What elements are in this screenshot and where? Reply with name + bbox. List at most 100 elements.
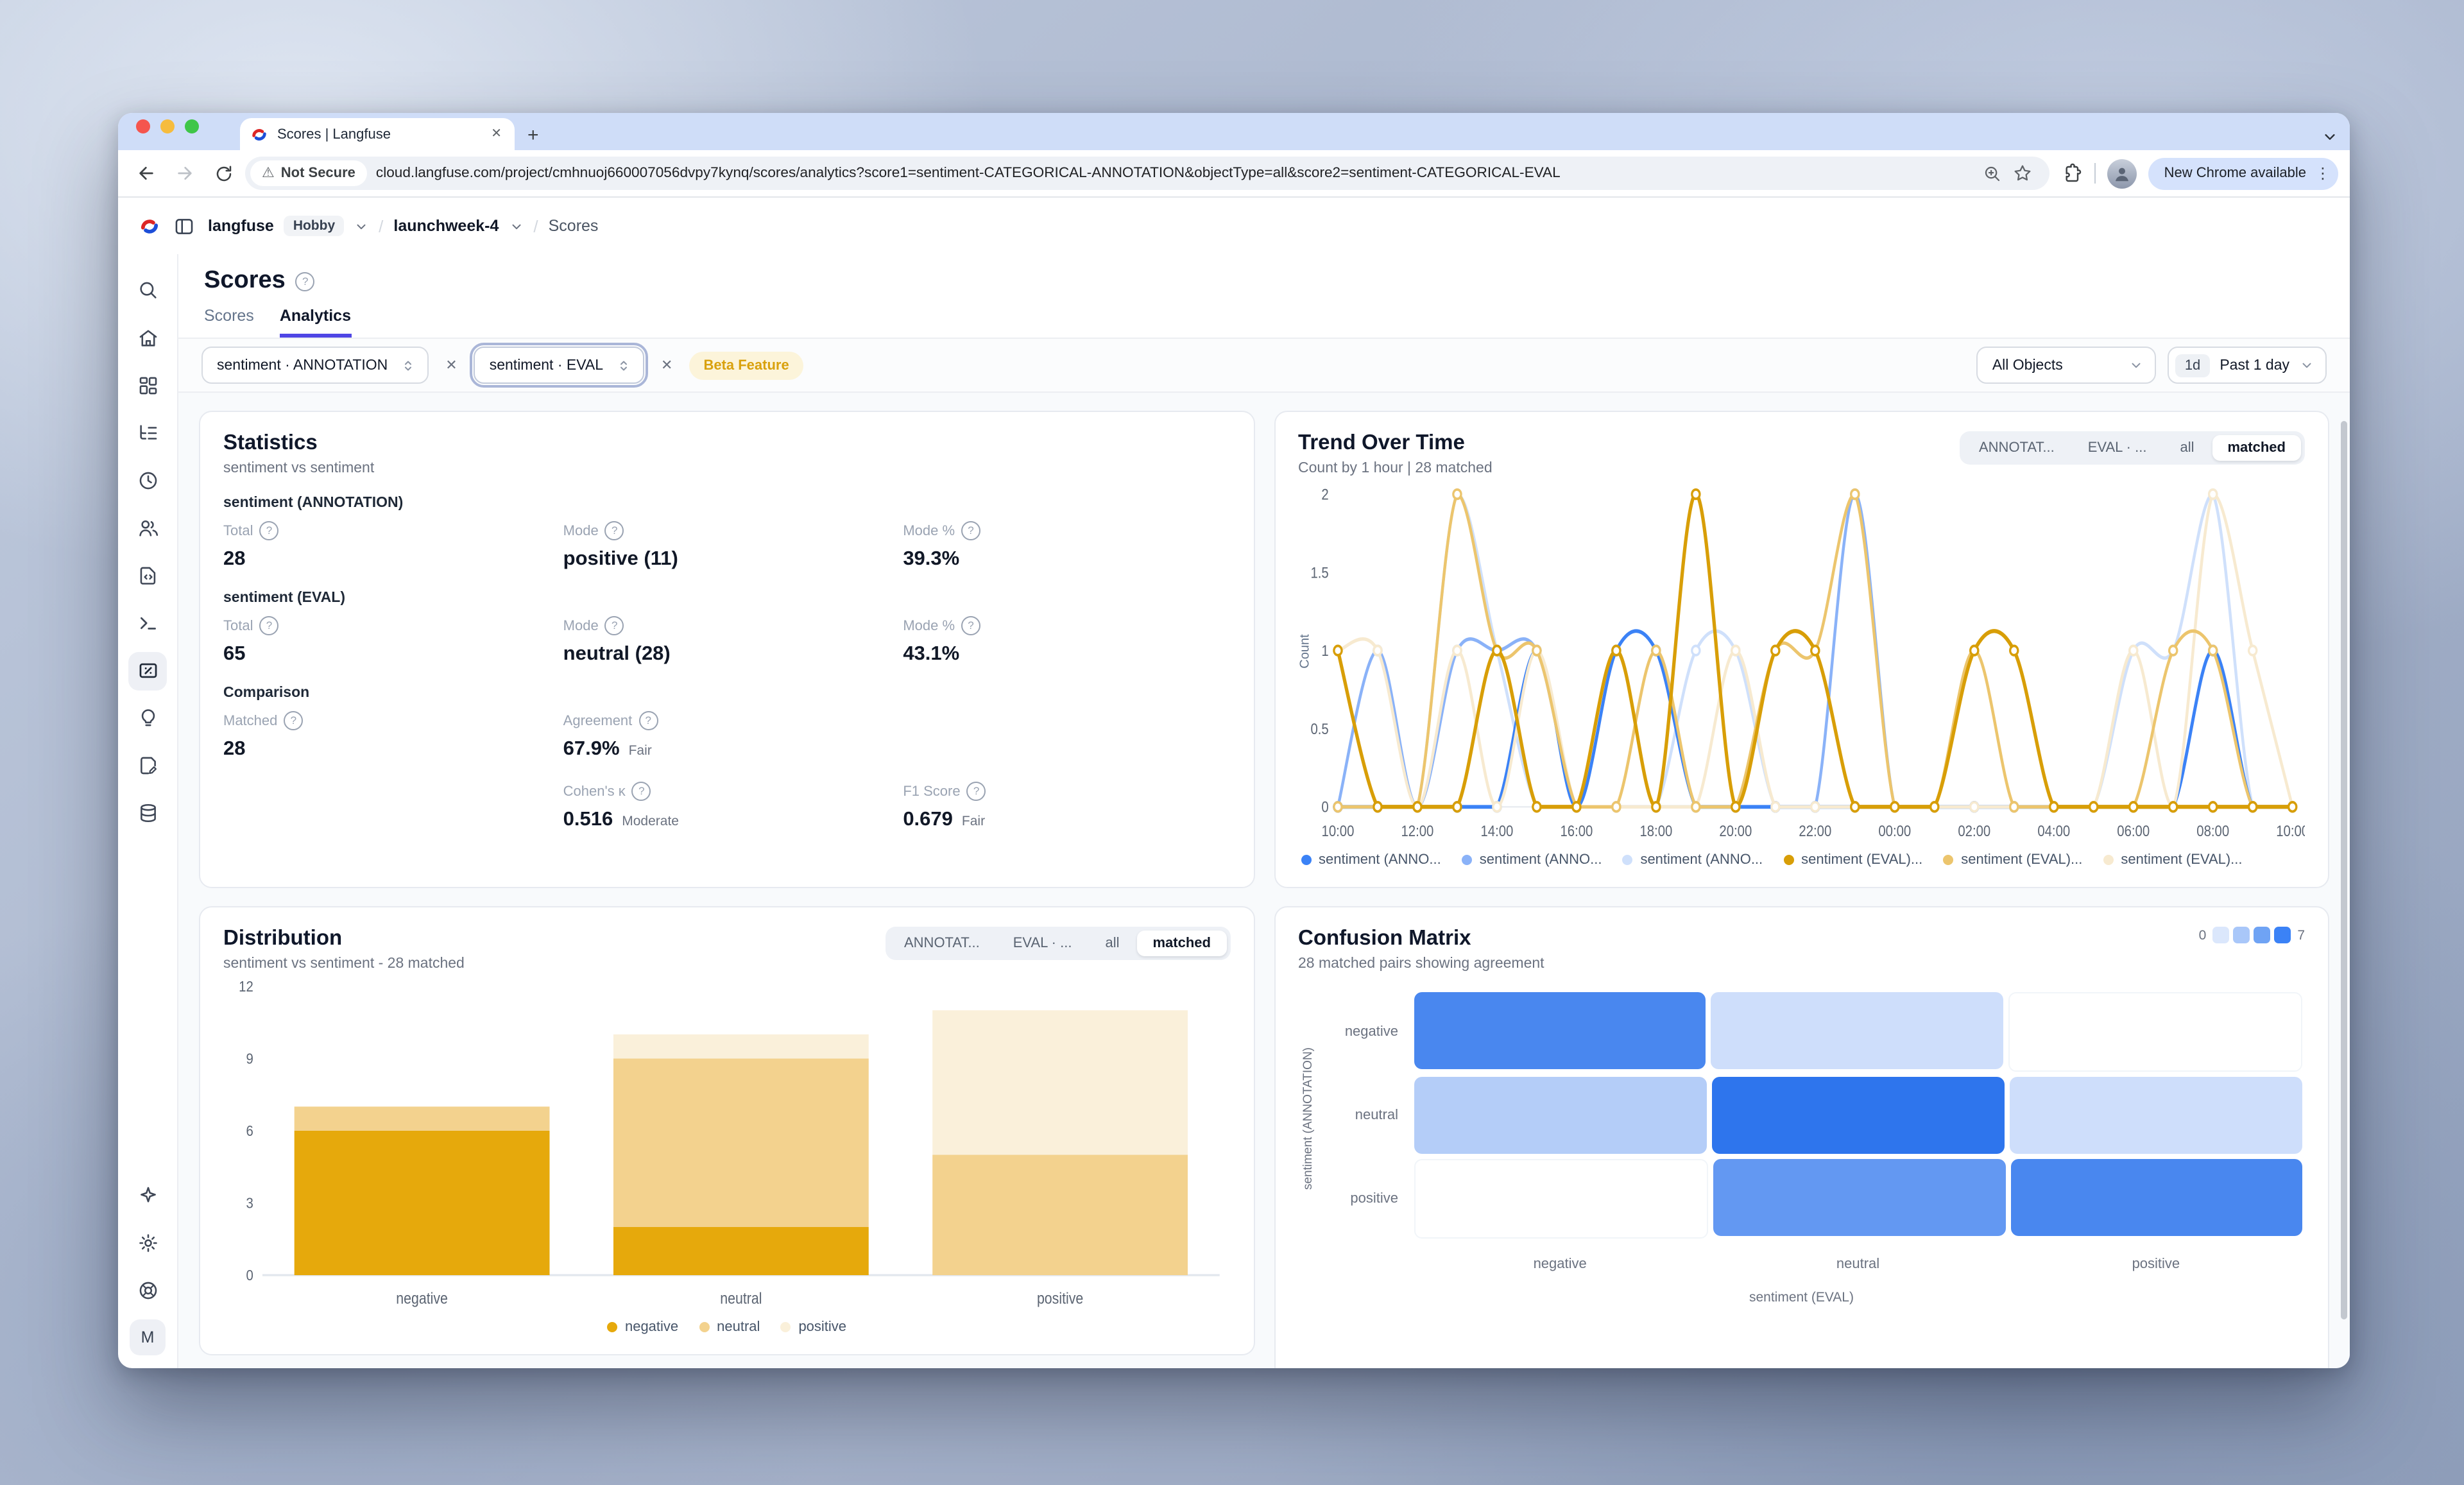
- legend-dot-icon: [606, 1322, 617, 1332]
- address-bar[interactable]: ⚠ Not Secure cloud.langfuse.com/project/…: [245, 157, 2050, 190]
- extensions-puzzle-icon[interactable]: [2063, 163, 2083, 184]
- legend-dot-icon: [1461, 855, 1472, 865]
- chrome-update-pill[interactable]: New Chrome available ⋮: [2148, 157, 2338, 189]
- sidebar-item-sessions[interactable]: [128, 461, 167, 500]
- metric-value: 28: [223, 738, 246, 760]
- metric-info-icon[interactable]: ?: [284, 711, 304, 730]
- metric-info-icon[interactable]: ?: [259, 521, 279, 540]
- page-scrollbar-thumb[interactable]: [2341, 421, 2347, 1319]
- toggle-option-eval[interactable]: EVAL · ...: [2073, 435, 2162, 461]
- legend-item: sentiment (EVAL)...: [2103, 852, 2243, 868]
- confusion-cell-positive-negative[interactable]: [1414, 1159, 1708, 1239]
- toggle-option-eval[interactable]: EVAL · ...: [998, 931, 1088, 956]
- metric-total: Total? 28: [223, 521, 551, 571]
- browser-toolbar: ⚠ Not Secure cloud.langfuse.com/project/…: [118, 150, 2350, 198]
- sidebar-item-annotation[interactable]: [128, 746, 167, 785]
- legend-item: negative: [606, 1319, 678, 1335]
- sidebar-item-datasets[interactable]: [128, 794, 167, 832]
- sidebar-item-support-lifebuoy-icon[interactable]: [128, 1271, 167, 1310]
- confusion-cell-neutral-neutral[interactable]: [1711, 1077, 2005, 1154]
- confusion-cell-positive-neutral[interactable]: [1713, 1159, 2005, 1236]
- score2-select[interactable]: sentiment · EVAL: [470, 343, 648, 388]
- metric-mode: Mode? neutral (28): [563, 616, 891, 666]
- trend-subtitle: Count by 1 hour | 28 matched: [1298, 461, 1493, 476]
- back-icon[interactable]: [130, 157, 163, 190]
- breadcrumb-project[interactable]: launchweek-4: [393, 217, 499, 235]
- metric-info-icon[interactable]: ?: [966, 782, 986, 801]
- sidebar-item-dashboards[interactable]: [128, 366, 167, 405]
- score1-clear-icon[interactable]: ✕: [445, 358, 458, 373]
- profile-avatar[interactable]: [2107, 159, 2137, 188]
- toggle-option-annotat[interactable]: ANNOTAT...: [889, 931, 995, 956]
- browser-tab[interactable]: Scores | Langfuse ✕: [240, 118, 515, 150]
- updown-chevrons-icon: [405, 360, 412, 370]
- metric-label: Mode: [563, 523, 599, 538]
- project-chevron-down-icon[interactable]: [509, 219, 523, 233]
- new-tab-button[interactable]: +: [527, 124, 539, 146]
- metric-label: F1 Score: [903, 784, 961, 799]
- metric-info-icon[interactable]: ?: [638, 711, 658, 730]
- metric-info-icon[interactable]: ?: [961, 616, 981, 635]
- forward-icon[interactable]: [168, 157, 201, 190]
- object-filter-select[interactable]: All Objects: [1976, 347, 2157, 384]
- sidebar-item-settings-gear-icon[interactable]: [128, 1224, 167, 1262]
- sidebar-item-search[interactable]: [128, 271, 167, 310]
- reload-icon[interactable]: [207, 157, 240, 190]
- org-chevron-down-icon[interactable]: [354, 219, 368, 233]
- metric-info-icon[interactable]: ?: [604, 616, 624, 635]
- trend-line-chart: 0 0.5 1 1.5 2 10:00 12:00 14:00 16:00 18:00 20:00 2…: [1310, 486, 2305, 840]
- tab-analytics[interactable]: Analytics: [279, 307, 351, 338]
- metric-info-icon[interactable]: ?: [604, 521, 624, 540]
- sidebar-item-playground[interactable]: [128, 604, 167, 642]
- toggle-option-matched[interactable]: matched: [1137, 931, 1226, 956]
- sidebar-toggle-icon[interactable]: [173, 215, 195, 237]
- breadcrumb-org[interactable]: langfuse: [208, 217, 274, 235]
- zoom-icon[interactable]: [1983, 164, 2003, 183]
- toggle-option-all[interactable]: all: [1090, 931, 1134, 956]
- minimize-window-button[interactable]: [160, 119, 175, 133]
- tab-search-chevron-icon[interactable]: [2323, 130, 2337, 144]
- date-range-select[interactable]: 1d Past 1 day: [2168, 347, 2327, 384]
- metric-info-icon[interactable]: ?: [631, 782, 651, 801]
- sidebar-item-tracing[interactable]: [128, 414, 167, 452]
- confusion-cell-neutral-positive[interactable]: [2009, 1077, 2303, 1154]
- window-controls[interactable]: [131, 113, 207, 150]
- url-text[interactable]: cloud.langfuse.com/project/cmhnuoj660007…: [375, 166, 1561, 181]
- page-tabs: Scores Analytics: [204, 307, 2324, 338]
- user-avatar[interactable]: M: [130, 1319, 166, 1355]
- legend-dot-icon: [1783, 855, 1794, 865]
- sidebar-item-whats-new-sparkle-icon[interactable]: [128, 1176, 167, 1215]
- svg-text:0: 0: [1321, 798, 1328, 816]
- confusion-cell-negative-positive[interactable]: [2008, 992, 2302, 1072]
- metric-info-icon[interactable]: ?: [259, 616, 279, 635]
- page-info-icon[interactable]: ?: [295, 271, 315, 291]
- metric-value: 39.3%: [903, 548, 960, 570]
- range-shortcut-chip[interactable]: 1d: [2175, 354, 2210, 377]
- not-secure-label: Not Secure: [280, 166, 355, 181]
- tab-scores[interactable]: Scores: [204, 307, 254, 325]
- confusion-cell-negative-neutral[interactable]: [1711, 992, 2003, 1069]
- svg-text:02:00: 02:00: [1957, 822, 1990, 839]
- sidebar-item-scores[interactable]: [128, 651, 167, 690]
- sidebar-item-prompts[interactable]: [128, 556, 167, 595]
- confusion-cell-neutral-negative[interactable]: [1414, 1077, 1707, 1154]
- score1-select[interactable]: sentiment · ANNOTATION: [201, 347, 429, 384]
- fullscreen-window-button[interactable]: [185, 119, 199, 133]
- sidebar-item-home[interactable]: [128, 319, 167, 357]
- tab-close-icon[interactable]: ✕: [491, 127, 502, 141]
- confusion-cell-negative-negative[interactable]: [1414, 992, 1706, 1069]
- toggle-option-matched[interactable]: matched: [2212, 435, 2301, 461]
- toggle-option-annotat[interactable]: ANNOTAT...: [1964, 435, 2070, 461]
- confusion-cell-positive-positive[interactable]: [2010, 1159, 2302, 1236]
- metric-mode--: Mode %? 39.3%: [903, 521, 1230, 571]
- bookmark-star-icon[interactable]: [2013, 163, 2033, 184]
- site-security-chip[interactable]: ⚠ Not Secure: [250, 160, 367, 186]
- score2-clear-icon[interactable]: ✕: [661, 358, 673, 373]
- sidebar-item-users[interactable]: [128, 509, 167, 547]
- close-window-button[interactable]: [136, 119, 150, 133]
- toggle-option-all[interactable]: all: [2164, 435, 2209, 461]
- chrome-menu-kebab-icon[interactable]: ⋮: [2315, 164, 2331, 182]
- sidebar-item-evaluation[interactable]: [128, 699, 167, 737]
- metric-label: Total: [223, 618, 253, 633]
- metric-info-icon[interactable]: ?: [961, 521, 981, 540]
